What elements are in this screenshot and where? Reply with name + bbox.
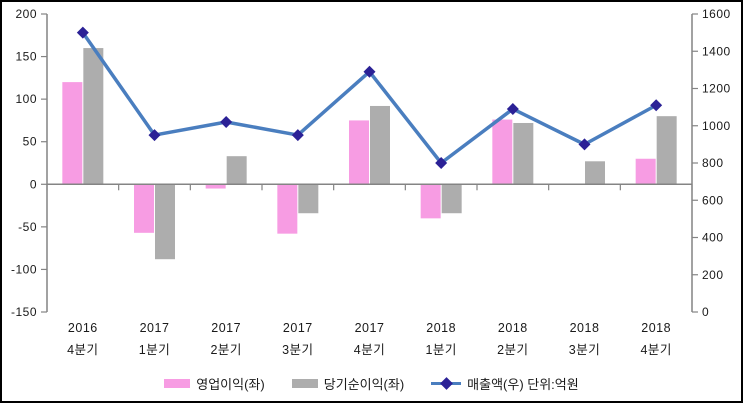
net-income-bar <box>226 156 247 185</box>
legend-label-revenue: 매출액(우) 단위:억원 <box>467 377 579 392</box>
x-axis-label-quarter: 3분기 <box>282 343 313 357</box>
legend-label-operating-profit: 영업이익(좌) <box>196 377 265 392</box>
right-axis-tick-label: 200 <box>702 268 724 282</box>
right-axis-tick-label: 1200 <box>702 82 731 96</box>
right-axis-tick-label: 400 <box>702 231 724 245</box>
right-axis-tick-label: 0 <box>702 305 709 319</box>
right-axis-tick-label: 600 <box>702 193 724 207</box>
left-axis-tick-label: 50 <box>23 135 37 149</box>
operating-profit-bar <box>349 120 369 185</box>
net-income-bar <box>656 116 677 185</box>
revenue-marker-diamond <box>435 157 448 169</box>
x-axis-label-year: 2018 <box>570 321 600 335</box>
revenue-marker-diamond <box>650 99 663 112</box>
legend-label-net-income: 당기순이익(좌) <box>323 377 405 392</box>
revenue-line <box>81 30 658 165</box>
left-axis-tick-label: 200 <box>15 7 37 21</box>
right-axis-tick-label: 1600 <box>702 7 731 21</box>
revenue-diamond-icon <box>439 377 453 390</box>
revenue-line-marker-icon <box>431 377 462 390</box>
x-axis-label-quarter: 4분기 <box>640 343 671 357</box>
left-axis-tick-label: 0 <box>30 177 37 191</box>
right-axis-tick-label: 800 <box>702 156 724 170</box>
revenue-marker-diamond <box>506 102 519 115</box>
net-income-swatch-icon <box>291 379 318 388</box>
net-income-bar <box>441 184 462 214</box>
left-axis-tick-label: -100 <box>11 262 37 276</box>
left-axis-tick-label: 150 <box>15 50 37 64</box>
operating-profit-bar <box>635 158 656 185</box>
x-axis-label-quarter: 1분기 <box>425 343 456 357</box>
right-axis-tick-label: 1400 <box>702 44 731 58</box>
revenue-marker-diamond <box>148 129 161 142</box>
x-axis-label-quarter: 3분기 <box>569 343 600 357</box>
revenue-marker-diamond <box>578 138 591 151</box>
x-axis-label-year: 2016 <box>68 321 98 335</box>
operating-profit-bar <box>492 119 513 185</box>
net-income-bar <box>298 184 319 214</box>
legend-item-net-income: 당기순이익(좌) <box>291 374 405 393</box>
x-axis-label-year: 2018 <box>498 321 528 335</box>
revenue-marker-diamond <box>76 26 89 39</box>
revenue-marker-diamond <box>291 129 304 142</box>
operating-profit-bar <box>205 184 226 189</box>
x-axis-label-year: 2017 <box>283 321 313 335</box>
net-income-bar <box>83 48 104 185</box>
x-axis-label-quarter: 4분기 <box>67 343 98 357</box>
left-axis-tick-label: -50 <box>18 220 37 234</box>
x-axis-label-quarter: 4분기 <box>354 343 385 357</box>
x-axis-label-quarter: 1분기 <box>139 343 170 357</box>
legend: 영업이익(좌) 당기순이익(좌) 매출액(우) 단위:억원 <box>2 374 741 393</box>
legend-item-revenue: 매출액(우) 단위:억원 <box>431 374 579 393</box>
operating-profit-bar <box>277 184 298 234</box>
operating-profit-bar <box>134 184 154 233</box>
operating-profit-swatch-icon <box>164 379 191 388</box>
x-axis-label-quarter: 2분기 <box>210 343 241 357</box>
net-income-bar <box>155 184 175 260</box>
net-income-bar <box>370 105 390 185</box>
legend-item-operating-profit: 영업이익(좌) <box>164 374 265 393</box>
x-axis-label-year: 2018 <box>641 321 671 335</box>
left-axis-tick-label: 100 <box>15 92 37 106</box>
operating-profit-bar <box>62 82 83 185</box>
x-axis-label-year: 2017 <box>140 321 170 335</box>
x-axis-label-year: 2018 <box>426 321 456 335</box>
revenue-marker-diamond <box>363 65 376 78</box>
revenue-marker-diamond <box>220 116 233 129</box>
operating-profit-bar <box>420 184 441 219</box>
right-axis-tick-label: 1000 <box>702 119 731 133</box>
net-income-bar <box>513 122 534 185</box>
left-axis-tick-label: -150 <box>11 305 37 319</box>
x-axis-label-quarter: 2분기 <box>497 343 528 357</box>
x-axis-label-year: 2017 <box>355 321 385 335</box>
x-axis-label-year: 2017 <box>211 321 241 335</box>
net-income-bar <box>585 161 605 185</box>
